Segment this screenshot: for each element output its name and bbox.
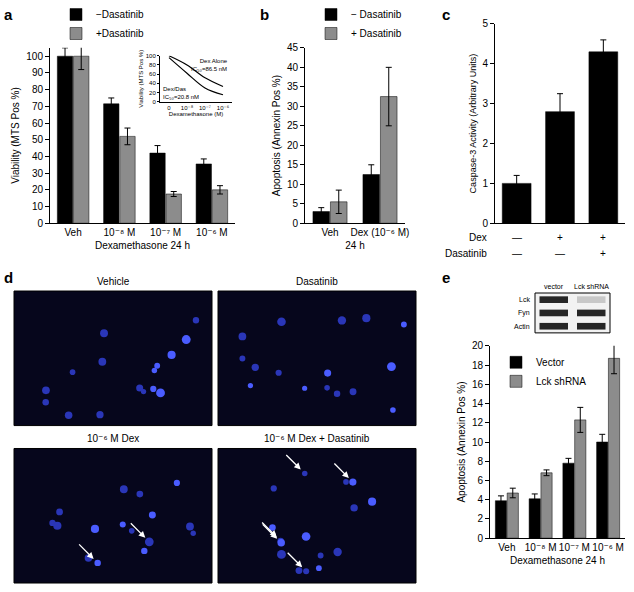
- svg-text:Apoptosis (Annexin Pos %): Apoptosis (Annexin Pos %): [456, 381, 467, 502]
- svg-text:−Dasatinib: −Dasatinib: [96, 9, 144, 20]
- svg-text:vector: vector: [544, 283, 564, 290]
- svg-text:14: 14: [472, 398, 484, 409]
- svg-text:10: 10: [472, 437, 484, 448]
- svg-text:2: 2: [482, 138, 488, 149]
- svg-text:+ Dasatinib: + Dasatinib: [351, 28, 402, 39]
- svg-text:Vector: Vector: [536, 357, 565, 368]
- svg-text:40: 40: [32, 151, 44, 162]
- svg-text:Dexamethasone 24 h: Dexamethasone 24 h: [510, 555, 605, 566]
- svg-text:10: 10: [287, 179, 299, 190]
- svg-text:—: —: [512, 248, 522, 259]
- svg-text:Viability (MTS Pos %): Viability (MTS Pos %): [10, 87, 21, 184]
- svg-text:24 h: 24 h: [345, 240, 364, 251]
- svg-text:0: 0: [37, 218, 43, 229]
- svg-text:20: 20: [287, 140, 299, 151]
- svg-text:80: 80: [149, 62, 156, 68]
- svg-text:e: e: [442, 269, 450, 286]
- svg-text:8: 8: [477, 456, 483, 467]
- svg-text:+Dasatinib: +Dasatinib: [96, 28, 144, 39]
- svg-text:Apoptosis (Annexin Pos %): Apoptosis (Annexin Pos %): [271, 75, 282, 196]
- svg-text:90: 90: [32, 67, 44, 78]
- svg-text:12: 12: [472, 417, 484, 428]
- svg-text:5: 5: [482, 18, 488, 29]
- svg-text:100: 100: [146, 53, 157, 59]
- svg-text:60: 60: [149, 71, 156, 77]
- svg-text:25: 25: [287, 120, 299, 131]
- svg-text:Lck: Lck: [519, 296, 530, 303]
- svg-text:40: 40: [149, 80, 156, 86]
- svg-text:18: 18: [472, 360, 484, 371]
- svg-text:50: 50: [32, 134, 44, 145]
- svg-text:+: +: [600, 248, 606, 259]
- svg-text:4: 4: [482, 58, 488, 69]
- svg-text:Dex (10⁻⁶ M): Dex (10⁻⁶ M): [351, 227, 410, 238]
- svg-text:70: 70: [32, 101, 44, 112]
- svg-text:20: 20: [472, 340, 484, 351]
- svg-text:45: 45: [287, 42, 299, 53]
- svg-text:d: d: [4, 269, 13, 286]
- svg-text:60: 60: [32, 118, 44, 129]
- svg-text:30: 30: [32, 168, 44, 179]
- svg-text:Dex: Dex: [469, 232, 487, 243]
- svg-text:Dasatinib: Dasatinib: [296, 276, 338, 287]
- svg-text:c: c: [442, 6, 450, 23]
- svg-text:10⁻⁶ M: 10⁻⁶ M: [592, 542, 624, 553]
- svg-text:—: —: [512, 232, 522, 243]
- svg-text:10⁻⁷ M: 10⁻⁷ M: [559, 542, 590, 553]
- svg-text:10⁻⁸ M: 10⁻⁸ M: [104, 227, 136, 238]
- svg-text:Lck shRNA: Lck shRNA: [536, 376, 586, 387]
- svg-text:10⁻⁷: 10⁻⁷: [199, 105, 211, 111]
- svg-text:Dex/DasIC₅₀=20.8 nM: Dex/DasIC₅₀=20.8 nM: [163, 86, 199, 100]
- svg-text:a: a: [4, 6, 13, 23]
- svg-text:Caspase-3 Activity (Arbitrary: Caspase-3 Activity (Arbitrary Units): [468, 54, 478, 194]
- svg-text:10⁻⁷ M: 10⁻⁷ M: [150, 227, 181, 238]
- svg-text:+: +: [600, 232, 606, 243]
- svg-text:3: 3: [482, 98, 488, 109]
- svg-text:Veh: Veh: [498, 542, 515, 553]
- svg-text:10⁻⁶ M: 10⁻⁶ M: [196, 227, 228, 238]
- svg-text:+: +: [557, 232, 563, 243]
- svg-text:100: 100: [26, 51, 43, 62]
- svg-text:10⁻⁶ M Dex + Dasatinib: 10⁻⁶ M Dex + Dasatinib: [264, 433, 370, 444]
- svg-text:6: 6: [477, 475, 483, 486]
- svg-text:20: 20: [149, 90, 156, 96]
- svg-text:2: 2: [477, 513, 483, 524]
- svg-text:Veh: Veh: [321, 227, 338, 238]
- svg-text:16: 16: [472, 379, 484, 390]
- svg-text:Dexamethasone (M): Dexamethasone (M): [169, 111, 223, 117]
- svg-text:10⁻⁸ M: 10⁻⁸ M: [525, 542, 557, 553]
- svg-text:Vehicle: Vehicle: [97, 276, 130, 287]
- svg-text:0: 0: [482, 218, 488, 229]
- svg-text:− Dasatinib: − Dasatinib: [351, 9, 402, 20]
- svg-text:Fyn: Fyn: [518, 309, 530, 317]
- svg-text:Dex AloneIC₅₀=86.5 nM: Dex AloneIC₅₀=86.5 nM: [191, 58, 228, 72]
- svg-text:15: 15: [287, 159, 299, 170]
- svg-text:20: 20: [32, 184, 44, 195]
- svg-text:10: 10: [32, 201, 44, 212]
- svg-text:0: 0: [477, 533, 483, 544]
- svg-text:0: 0: [292, 218, 298, 229]
- svg-text:10⁻⁶ M Dex: 10⁻⁶ M Dex: [87, 433, 139, 444]
- svg-text:40: 40: [287, 62, 299, 73]
- svg-text:Lck shRNA: Lck shRNA: [574, 283, 609, 290]
- svg-text:b: b: [260, 6, 269, 23]
- svg-text:35: 35: [287, 81, 299, 92]
- svg-text:Viability (MTS Pos %): Viability (MTS Pos %): [138, 50, 144, 108]
- svg-text:5: 5: [292, 198, 298, 209]
- svg-text:—: —: [555, 248, 565, 259]
- svg-text:0: 0: [167, 105, 171, 111]
- svg-text:Veh: Veh: [65, 227, 82, 238]
- svg-text:1: 1: [482, 178, 488, 189]
- svg-text:4: 4: [477, 494, 483, 505]
- svg-text:Dexamethasone 24 h: Dexamethasone 24 h: [95, 240, 190, 251]
- svg-text:30: 30: [287, 101, 299, 112]
- svg-text:Dasatinib: Dasatinib: [445, 248, 487, 259]
- svg-text:10⁻⁶: 10⁻⁶: [217, 105, 230, 111]
- svg-text:0: 0: [152, 99, 156, 105]
- svg-text:80: 80: [32, 84, 44, 95]
- svg-text:Actin: Actin: [514, 323, 530, 330]
- svg-text:10⁻⁸: 10⁻⁸: [181, 105, 194, 111]
